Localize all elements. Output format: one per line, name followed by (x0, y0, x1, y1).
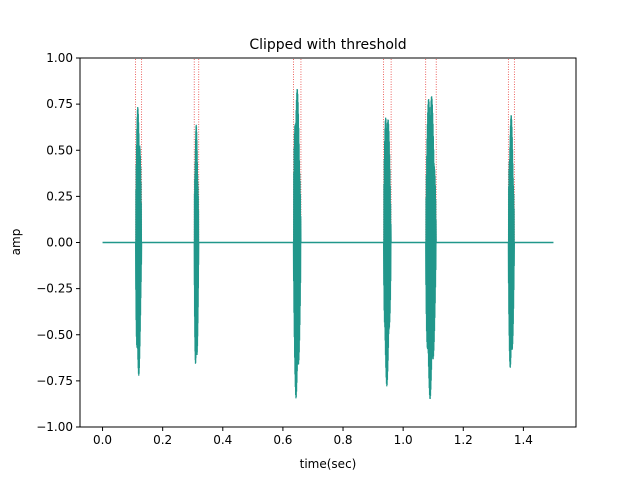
y-tick-label: −0.75 (36, 374, 73, 388)
y-axis-label: amp (9, 229, 23, 256)
y-tick-label: 0.50 (46, 143, 73, 157)
x-axis-label: time(sec) (300, 457, 357, 471)
y-tick-label: −1.00 (36, 420, 73, 434)
signal-burst (135, 106, 143, 376)
axes: 0.0 0.2 0.4 0.6 0.8 1.0 1.2 1.4 −1.00 −0.75 −0.50 −… (36, 51, 577, 447)
signal-burst (193, 124, 200, 364)
x-tick-label: 1.2 (454, 433, 473, 447)
signal-burst (507, 115, 515, 368)
signal-burst (425, 96, 437, 400)
y-tick-label: −0.50 (36, 328, 73, 342)
x-tick-label: 0.0 (93, 433, 112, 447)
x-tick-label: 0.2 (153, 433, 172, 447)
x-tick-label: 1.4 (514, 433, 533, 447)
signal-burst (383, 117, 392, 387)
y-tick-label: 0.25 (46, 189, 73, 203)
x-tick-label: 1.0 (394, 433, 413, 447)
y-tick-label: −0.25 (36, 282, 73, 296)
x-tick-label: 0.6 (273, 433, 292, 447)
x-tick-label: 0.4 (213, 433, 232, 447)
signal-burst (292, 89, 302, 399)
x-tick-label: 0.8 (333, 433, 352, 447)
y-tick-label: 0.00 (46, 236, 73, 250)
chart-title: Clipped with threshold (249, 37, 406, 53)
y-tick-label: 0.75 (46, 97, 73, 111)
plot-area (102, 58, 554, 400)
y-tick-label: 1.00 (46, 51, 73, 65)
